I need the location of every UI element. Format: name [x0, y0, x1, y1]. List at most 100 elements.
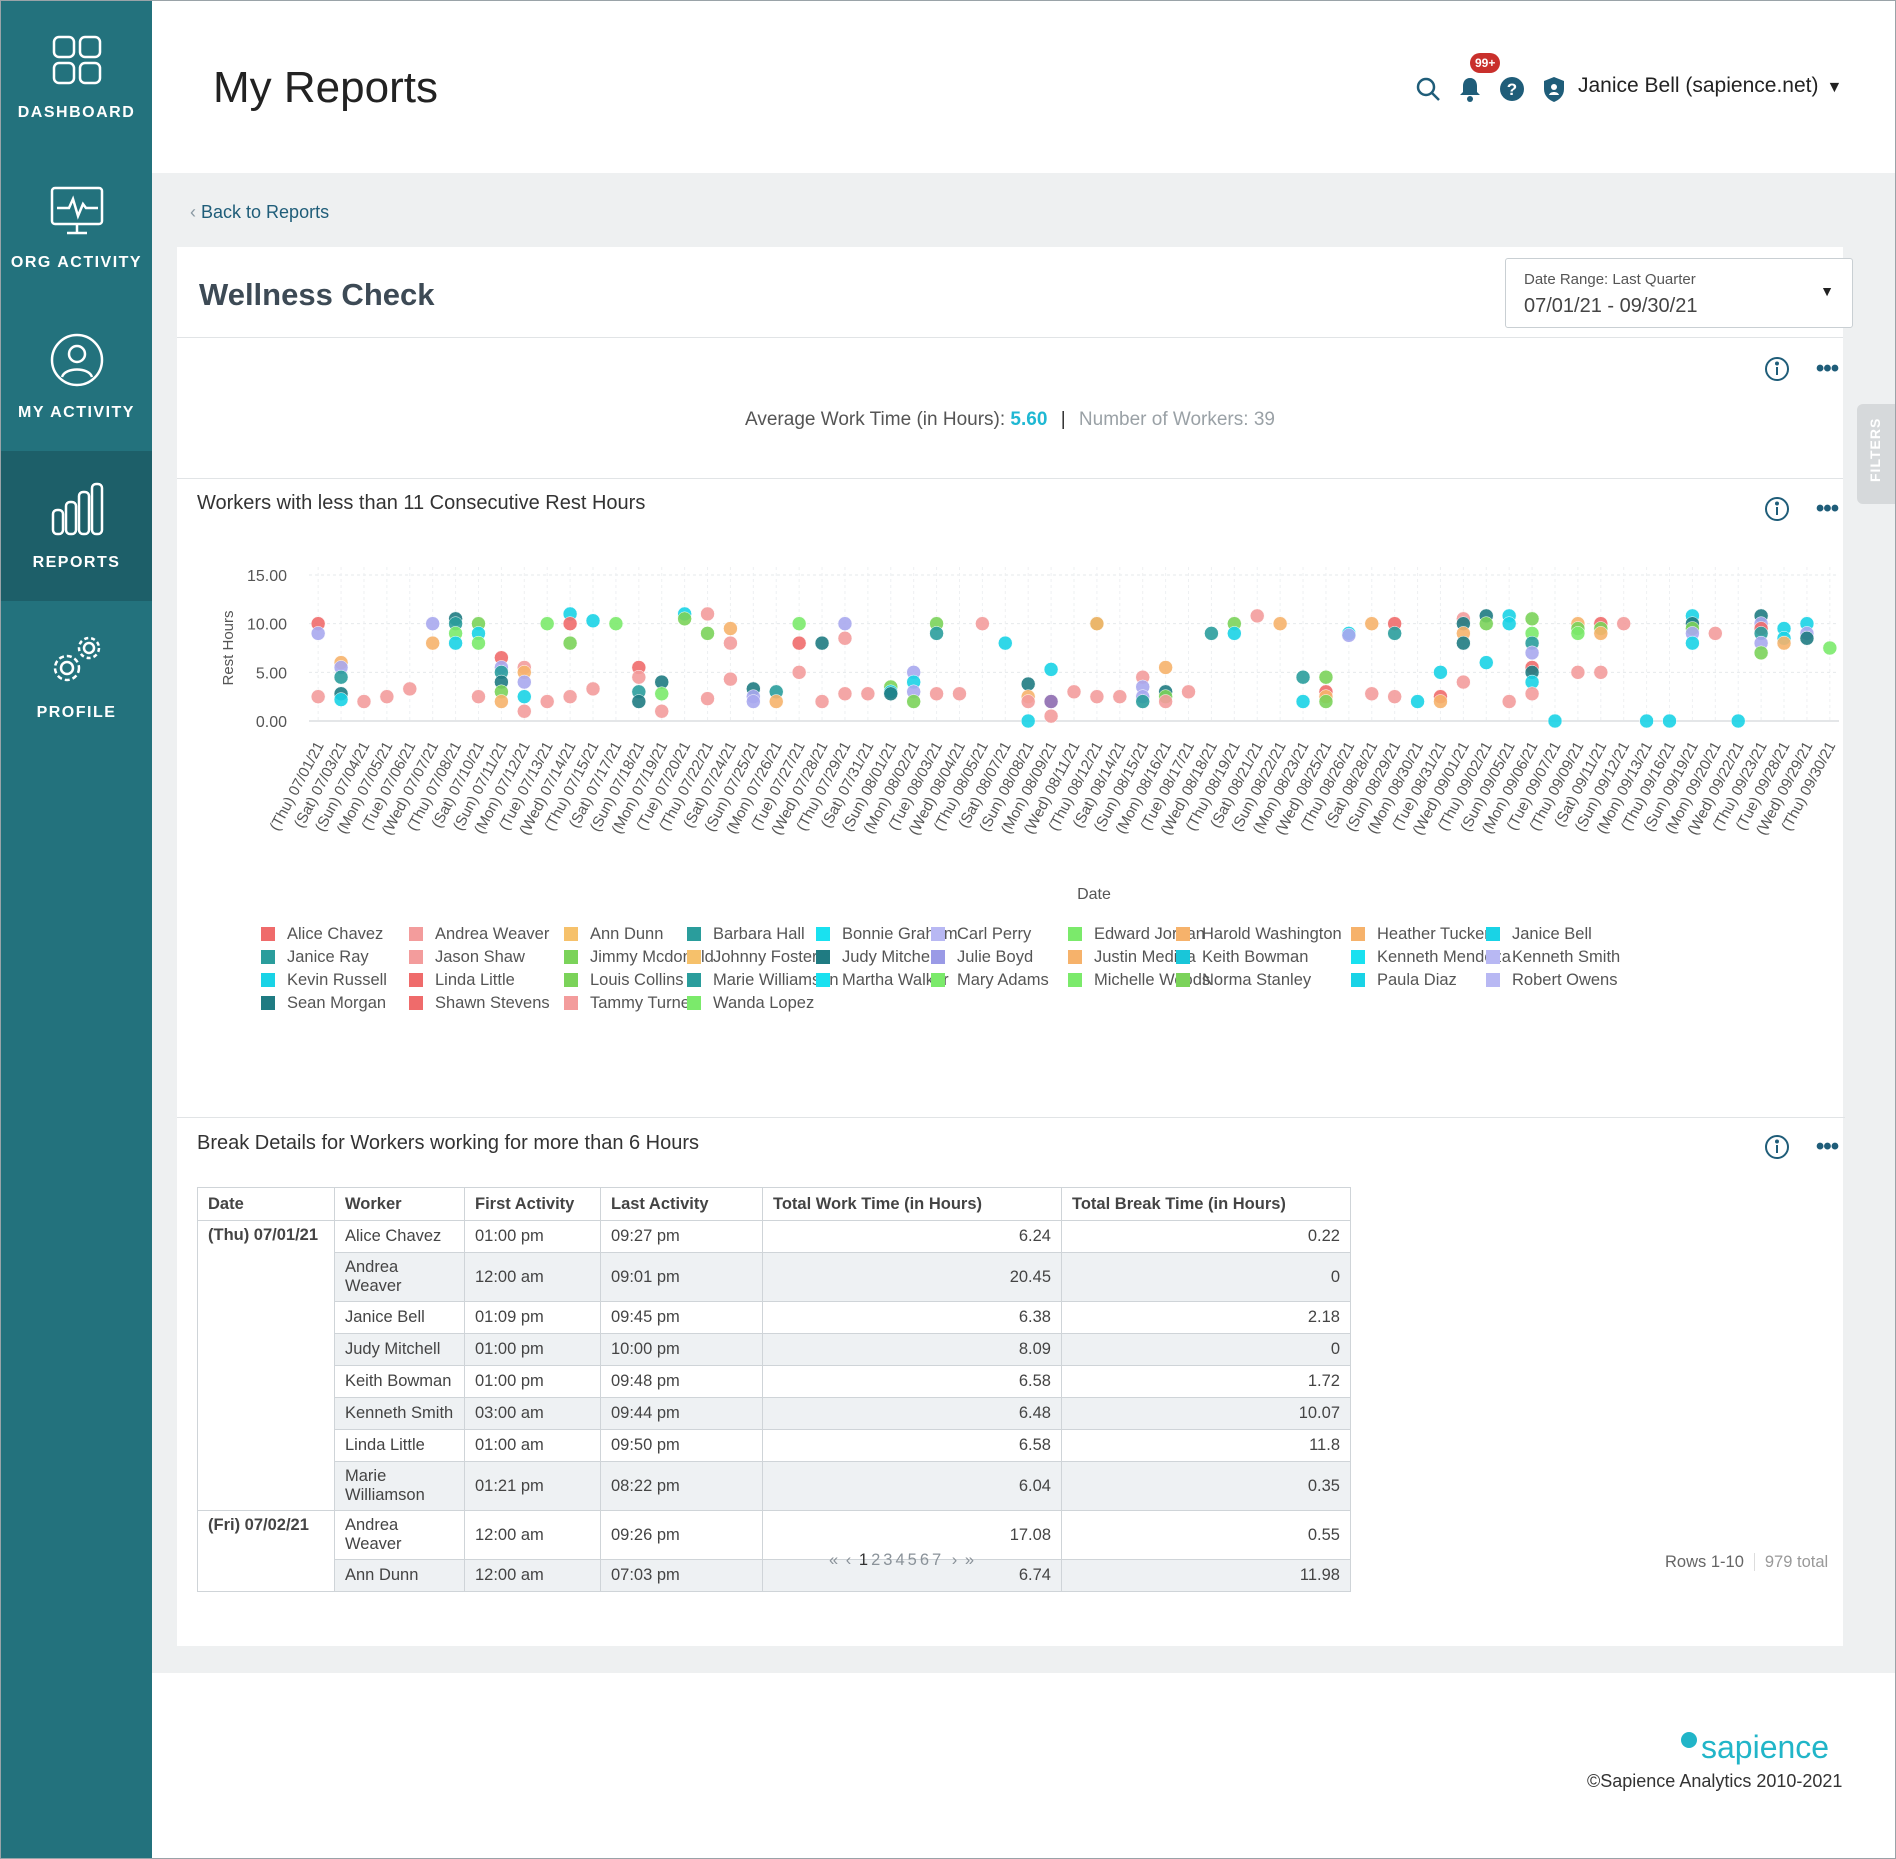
page-1-button[interactable]: 1	[858, 1551, 869, 1569]
legend-label: Janice Bell	[1512, 925, 1592, 943]
col-date[interactable]: Date	[197, 1187, 335, 1221]
nav-org-activity-label: ORG ACTIVITY	[10, 254, 143, 271]
legend-item[interactable]: Jason Shaw	[409, 948, 525, 967]
data-point	[1730, 713, 1746, 729]
nav-reports[interactable]: REPORTS	[1, 451, 152, 601]
next-page-button[interactable]: ›	[951, 1551, 958, 1569]
cell-first: 01:00 pm	[464, 1220, 601, 1253]
separator-bar: |	[1060, 409, 1066, 430]
legend-swatch	[564, 996, 578, 1010]
filters-tab[interactable]: FILTERS	[1857, 404, 1895, 504]
legend-item[interactable]: Robert Owens	[1486, 971, 1617, 990]
col-first-activity[interactable]: First Activity	[464, 1187, 601, 1221]
page-3-button[interactable]: 3	[883, 1551, 893, 1569]
col-worker[interactable]: Worker	[334, 1187, 465, 1221]
chart-more-button[interactable]: •••	[1813, 495, 1841, 523]
legend-swatch	[1351, 973, 1365, 987]
summary-info-button[interactable]	[1763, 355, 1791, 383]
data-point	[1501, 694, 1517, 709]
legend-item[interactable]: Norma Stanley	[1176, 971, 1311, 990]
cell-first: 03:00 am	[464, 1397, 601, 1430]
table-row: Keith Bowman 01:00 pm 09:48 pm 6.58 1.72	[198, 1365, 1351, 1398]
legend-item[interactable]: Judy Mitchell	[816, 948, 937, 967]
data-point	[1799, 631, 1815, 646]
legend-item[interactable]: Sean Morgan	[261, 994, 386, 1013]
legend-item[interactable]: Linda Little	[409, 971, 515, 990]
legend-item[interactable]: Jimmy Mcdonald	[564, 948, 714, 967]
legend-item[interactable]: Justin Medina	[1068, 948, 1196, 967]
table-row: Judy Mitchell 01:00 pm 10:00 pm 8.09 0	[198, 1333, 1351, 1366]
prev-page-button[interactable]: ‹	[845, 1551, 852, 1569]
legend-item[interactable]: Bonnie Graham	[816, 925, 958, 944]
nav-org-activity[interactable]: ORG ACTIVITY	[1, 151, 152, 301]
legend-label: Mary Adams	[957, 971, 1049, 989]
legend-item[interactable]: Andrea Weaver	[409, 925, 549, 944]
data-point	[1020, 694, 1036, 709]
data-point	[700, 626, 715, 641]
legend-item[interactable]: Tammy Turner	[564, 994, 695, 1013]
col-last-activity[interactable]: Last Activity	[600, 1187, 763, 1221]
nav-profile-label: PROFILE	[36, 704, 117, 721]
nav-my-activity[interactable]: MY ACTIVITY	[1, 301, 152, 451]
legend-item[interactable]: Johnny Foster	[687, 948, 818, 967]
legend-item[interactable]: Alice Chavez	[261, 925, 383, 944]
brand-name: sapience	[1701, 1729, 1830, 1765]
data-point	[677, 611, 692, 627]
legend-item[interactable]: Kenneth Mendoza	[1351, 948, 1511, 967]
legend-item[interactable]: Heather Tucker	[1351, 925, 1490, 944]
legend-item[interactable]: Janice Ray	[261, 948, 369, 967]
first-page-button[interactable]: «	[829, 1551, 839, 1569]
page-2-button[interactable]: 2	[871, 1551, 881, 1569]
search-button[interactable]	[1414, 75, 1442, 103]
legend-item[interactable]: Keith Bowman	[1176, 948, 1308, 967]
table-more-button[interactable]: •••	[1813, 1133, 1841, 1161]
table-info-button[interactable]	[1763, 1133, 1791, 1161]
page-6-button[interactable]: 6	[919, 1551, 929, 1569]
legend-item[interactable]: Kenneth Smith	[1486, 948, 1620, 967]
nav-dashboard[interactable]: DASHBOARD	[1, 1, 152, 151]
cell-first: 01:00 am	[464, 1429, 601, 1462]
legend-item[interactable]: Barbara Hall	[687, 925, 805, 944]
nav-profile[interactable]: PROFILE	[1, 601, 152, 751]
data-point	[1639, 713, 1654, 729]
back-to-reports-link[interactable]: ‹ Back to Reports	[190, 202, 329, 223]
notifications-button[interactable]: 99+	[1456, 53, 1501, 103]
legend-item[interactable]: Ann Dunn	[564, 925, 663, 944]
chevron-left-icon: ‹	[190, 202, 196, 222]
date-range-value: 07/01/21 - 09/30/21	[1524, 295, 1698, 317]
page-4-button[interactable]: 4	[895, 1551, 905, 1569]
user-menu[interactable]: Janice Bell (sapience.net) ▼	[1578, 74, 1842, 98]
legend-item[interactable]: Kevin Russell	[261, 971, 387, 990]
data-point	[1501, 616, 1517, 631]
legend-swatch	[687, 950, 701, 964]
legend-item[interactable]: Wanda Lopez	[687, 994, 814, 1013]
report-card: Wellness Check Date Range: Last Quarter …	[177, 247, 1853, 1646]
data-point	[1524, 611, 1540, 627]
help-button[interactable]: ?	[1498, 75, 1526, 103]
date-range-select[interactable]: Date Range: Last Quarter 07/01/21 - 09/3…	[1505, 258, 1853, 328]
legend-item[interactable]: Harold Washington	[1176, 925, 1342, 944]
col-total-break-time[interactable]: Total Break Time (in Hours)	[1061, 1187, 1351, 1221]
legend-item[interactable]: Mary Adams	[931, 971, 1049, 990]
last-page-button[interactable]: »	[964, 1551, 975, 1569]
legend-item[interactable]: Janice Bell	[1486, 925, 1592, 944]
legend-item[interactable]: Shawn Stevens	[409, 994, 550, 1013]
data-point	[1433, 694, 1448, 709]
sidebar: DASHBOARD ORG ACTIVITY MY ACTIVITY REPOR…	[1, 1, 152, 1858]
legend-item[interactable]: Carl Perry	[931, 925, 1031, 944]
chart-info-button[interactable]	[1763, 495, 1791, 523]
table-row: Andrea Weaver 12:00 am 09:01 pm 20.45 0	[198, 1252, 1351, 1302]
legend-item[interactable]: Louis Collins	[564, 971, 684, 990]
legend-item[interactable]: Martha Walker	[816, 971, 949, 990]
page-7-button[interactable]: 7	[932, 1551, 942, 1569]
summary-more-button[interactable]: •••	[1813, 355, 1841, 383]
data-point	[768, 694, 784, 709]
data-point	[1456, 674, 1471, 690]
col-total-work-time[interactable]: Total Work Time (in Hours)	[762, 1187, 1062, 1221]
legend-item[interactable]: Paula Diaz	[1351, 971, 1457, 990]
shield-icon	[1544, 77, 1564, 102]
legend-item[interactable]: Marie Williamson	[687, 971, 839, 990]
privacy-button[interactable]	[1540, 75, 1568, 103]
legend-item[interactable]: Julie Boyd	[931, 948, 1033, 967]
page-5-button[interactable]: 5	[907, 1551, 917, 1569]
